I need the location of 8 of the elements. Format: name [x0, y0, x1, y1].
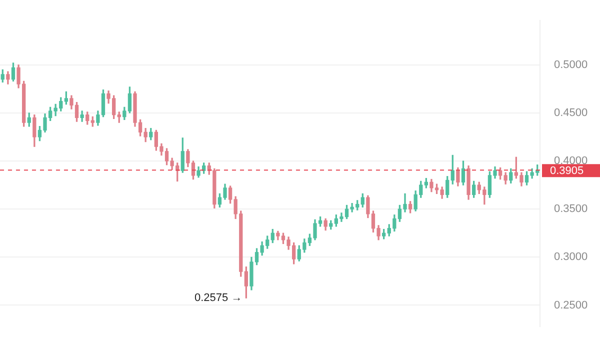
ref-line-label: 0.3905	[550, 165, 584, 178]
y-tick-label: 0.3000	[554, 251, 588, 264]
annotation: 0.2575 →	[194, 292, 242, 304]
y-tick-label: 0.5000	[554, 58, 588, 71]
y-tick-label: 0.4000	[554, 155, 588, 168]
y-tick-label: 0.3500	[554, 203, 588, 216]
y-tick-label: 0.2500	[554, 299, 588, 312]
y-tick-label: 0.4500	[554, 106, 588, 119]
